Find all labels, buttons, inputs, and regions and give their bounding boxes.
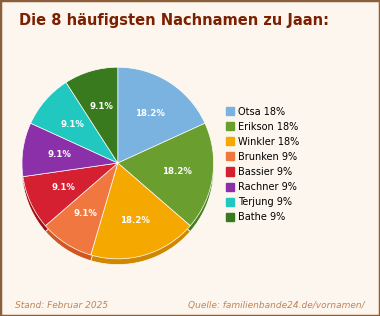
Text: 9.1%: 9.1%: [74, 209, 98, 217]
Wedge shape: [22, 123, 118, 177]
Wedge shape: [45, 169, 118, 261]
Text: Quelle: familienbande24.de/vornamen/: Quelle: familienbande24.de/vornamen/: [188, 301, 365, 310]
Wedge shape: [66, 67, 118, 163]
Text: 9.1%: 9.1%: [47, 150, 71, 159]
Text: 18.2%: 18.2%: [162, 167, 192, 176]
Text: Stand: Februar 2025: Stand: Februar 2025: [15, 301, 108, 310]
Wedge shape: [22, 129, 118, 182]
Text: 18.2%: 18.2%: [120, 216, 149, 225]
Wedge shape: [91, 163, 190, 259]
Wedge shape: [31, 88, 118, 169]
Wedge shape: [23, 169, 118, 232]
Legend: Otsa 18%, Erikson 18%, Winkler 18%, Brunken 9%, Bassier 9%, Rachner 9%, Terjung : Otsa 18%, Erikson 18%, Winkler 18%, Brun…: [226, 106, 299, 222]
Text: 9.1%: 9.1%: [61, 120, 85, 129]
Text: 9.1%: 9.1%: [52, 183, 76, 192]
Wedge shape: [118, 129, 214, 232]
Text: Die 8 häufigsten Nachnamen zu Jaan:: Die 8 häufigsten Nachnamen zu Jaan:: [19, 14, 329, 28]
Wedge shape: [118, 73, 205, 169]
Wedge shape: [118, 123, 214, 226]
Wedge shape: [23, 163, 118, 226]
Wedge shape: [118, 67, 205, 163]
Wedge shape: [45, 163, 118, 255]
Wedge shape: [91, 169, 190, 264]
Text: 9.1%: 9.1%: [89, 101, 113, 111]
Wedge shape: [66, 73, 118, 169]
Text: 18.2%: 18.2%: [135, 108, 165, 118]
Wedge shape: [31, 82, 118, 163]
